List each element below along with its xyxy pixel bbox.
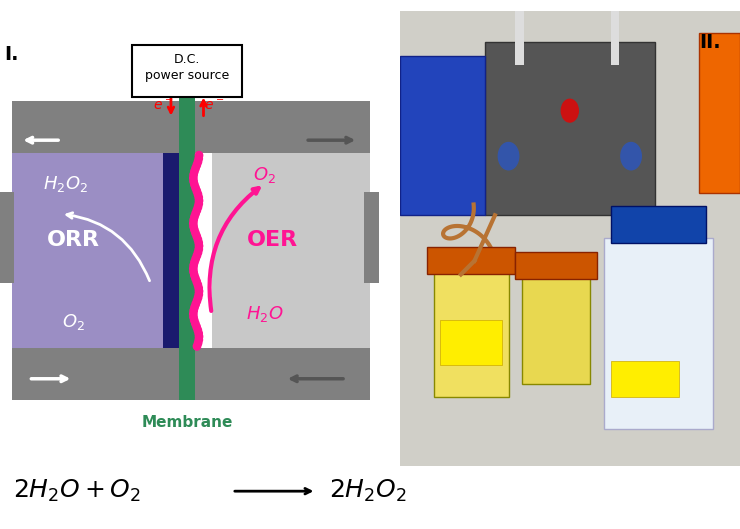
Circle shape — [189, 310, 197, 318]
FancyBboxPatch shape — [132, 45, 242, 97]
Circle shape — [195, 249, 202, 257]
Circle shape — [193, 232, 201, 240]
FancyBboxPatch shape — [364, 192, 379, 284]
Circle shape — [195, 339, 202, 347]
Circle shape — [195, 330, 202, 337]
Text: I.: I. — [4, 45, 19, 64]
Circle shape — [195, 336, 203, 344]
Circle shape — [195, 242, 203, 250]
Bar — [515, 11, 524, 65]
Circle shape — [191, 168, 198, 176]
Circle shape — [195, 245, 203, 253]
Circle shape — [191, 258, 198, 266]
Circle shape — [190, 171, 198, 179]
Bar — [434, 270, 508, 397]
Circle shape — [190, 216, 198, 224]
Bar — [400, 56, 485, 215]
Circle shape — [192, 255, 199, 263]
Bar — [604, 238, 713, 429]
FancyBboxPatch shape — [13, 349, 371, 400]
Circle shape — [621, 142, 642, 170]
Circle shape — [193, 278, 201, 286]
Circle shape — [193, 252, 201, 260]
Circle shape — [195, 151, 203, 159]
Circle shape — [192, 229, 199, 237]
Text: $2H_2O + O_2$: $2H_2O + O_2$ — [13, 478, 141, 504]
Circle shape — [189, 220, 197, 227]
Circle shape — [191, 316, 198, 324]
Circle shape — [191, 226, 198, 234]
Circle shape — [189, 264, 197, 272]
Circle shape — [190, 223, 198, 231]
Text: $e^-$: $e^-$ — [152, 98, 173, 113]
Circle shape — [189, 174, 197, 182]
Text: ORR: ORR — [47, 230, 100, 250]
Text: $e^-$: $e^-$ — [204, 98, 223, 113]
Text: D.C.
power source: D.C. power source — [145, 53, 229, 82]
Circle shape — [192, 209, 199, 217]
Circle shape — [193, 342, 201, 350]
Circle shape — [193, 323, 201, 331]
Text: II.: II. — [699, 33, 721, 52]
Text: $2H_2O_2$: $2H_2O_2$ — [329, 478, 406, 504]
FancyBboxPatch shape — [163, 153, 185, 349]
Circle shape — [191, 180, 198, 188]
Circle shape — [195, 203, 202, 211]
Text: $O_2$: $O_2$ — [62, 312, 84, 332]
Circle shape — [192, 184, 199, 191]
FancyBboxPatch shape — [13, 153, 167, 349]
Circle shape — [195, 200, 203, 208]
Circle shape — [191, 271, 198, 279]
Bar — [699, 33, 740, 193]
Bar — [427, 247, 515, 275]
Bar — [610, 11, 619, 65]
FancyBboxPatch shape — [13, 101, 371, 153]
Circle shape — [195, 194, 202, 202]
FancyBboxPatch shape — [0, 192, 14, 284]
Circle shape — [190, 177, 198, 185]
FancyBboxPatch shape — [212, 153, 371, 349]
Circle shape — [190, 268, 198, 276]
Bar — [522, 275, 591, 384]
Text: $H_2O_2$: $H_2O_2$ — [43, 174, 87, 194]
Circle shape — [195, 190, 201, 198]
Circle shape — [194, 326, 201, 334]
Circle shape — [195, 239, 202, 247]
Bar — [515, 252, 597, 279]
Circle shape — [191, 304, 198, 311]
Circle shape — [190, 313, 197, 321]
Circle shape — [190, 261, 198, 269]
Circle shape — [192, 320, 199, 327]
Bar — [610, 361, 679, 397]
Circle shape — [195, 158, 201, 166]
Circle shape — [561, 99, 579, 122]
Bar — [485, 42, 655, 215]
Text: $H_2O$: $H_2O$ — [246, 304, 283, 324]
Circle shape — [191, 213, 198, 221]
Bar — [610, 206, 706, 243]
Text: $O_2$: $O_2$ — [253, 165, 276, 185]
Text: Membrane: Membrane — [141, 415, 233, 430]
Circle shape — [194, 235, 201, 243]
Circle shape — [193, 206, 201, 214]
FancyBboxPatch shape — [179, 93, 195, 400]
Circle shape — [195, 333, 203, 341]
Circle shape — [498, 142, 519, 170]
Circle shape — [195, 284, 202, 292]
Text: OER: OER — [247, 230, 298, 250]
Circle shape — [194, 281, 201, 289]
Circle shape — [195, 290, 203, 298]
Circle shape — [193, 187, 201, 195]
Circle shape — [192, 300, 199, 308]
Circle shape — [192, 275, 199, 282]
Circle shape — [192, 165, 199, 172]
Circle shape — [193, 161, 201, 169]
Circle shape — [195, 197, 203, 205]
Circle shape — [195, 154, 203, 162]
Circle shape — [190, 307, 198, 315]
Circle shape — [195, 294, 202, 302]
Bar — [440, 320, 502, 366]
Circle shape — [195, 287, 203, 295]
Circle shape — [193, 297, 201, 305]
